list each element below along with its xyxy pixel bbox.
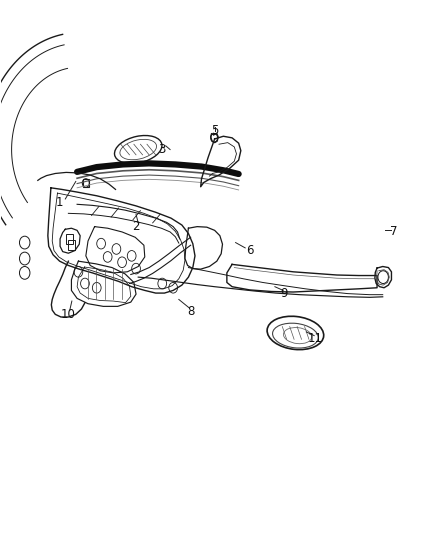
Text: 5: 5	[211, 124, 218, 138]
Text: 6: 6	[246, 244, 253, 257]
Text: 10: 10	[61, 308, 76, 321]
Text: 9: 9	[281, 287, 288, 300]
Text: 7: 7	[390, 225, 397, 238]
Text: 2: 2	[132, 220, 140, 233]
Text: 3: 3	[159, 143, 166, 156]
Text: 11: 11	[307, 332, 322, 345]
Text: 1: 1	[56, 196, 64, 209]
Text: 8: 8	[187, 305, 194, 318]
